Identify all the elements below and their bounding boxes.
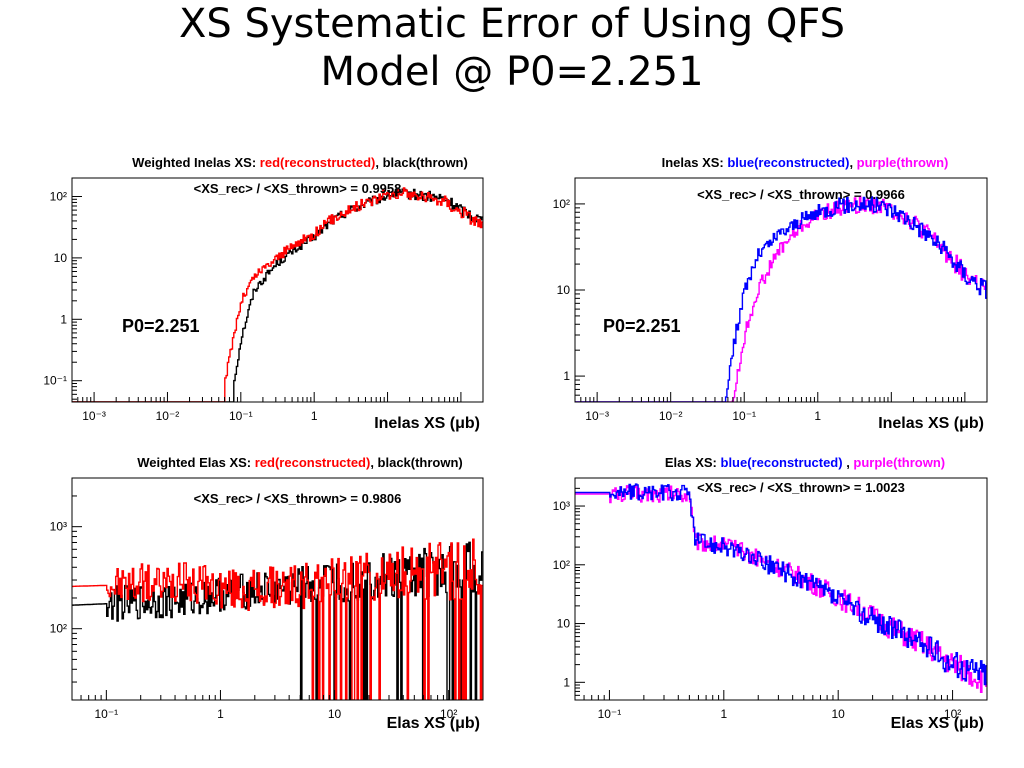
x-tick-label: 1: [814, 409, 821, 423]
x-tick-label: 10⁻²: [659, 409, 683, 423]
series-group: [575, 483, 987, 693]
y-tick-label: 10²: [50, 189, 67, 203]
chart-panel-3: Weighted Elas XS: red(reconstructed), bl…: [50, 455, 484, 732]
chart-panel-1: Weighted Inelas XS: red(reconstructed), …: [43, 155, 484, 432]
plot-frame: [574, 477, 988, 701]
series-line: [72, 188, 483, 402]
chart-title-part: Weighted Elas XS:: [137, 455, 255, 470]
slide-title-line-1: XS Systematic Error of Using QFS: [178, 1, 846, 47]
y-tick-label: 1: [563, 675, 570, 689]
series-line: [72, 187, 483, 402]
x-tick-label: 10⁻²: [156, 409, 180, 423]
x-axis-label: Elas XS (μb): [891, 715, 984, 732]
x-tick-label: 10⁻³: [585, 409, 609, 423]
x-tick-label: 10⁻³: [82, 409, 106, 423]
series-line: [575, 195, 987, 402]
chart-panel-2: Inelas XS: blue(reconstructed), purple(t…: [553, 155, 988, 432]
y-tick-label: 10: [557, 617, 571, 631]
chart-panel-4: Elas XS: blue(reconstructed) , purple(th…: [553, 455, 988, 732]
series-line: [575, 485, 987, 693]
x-tick-label: 10²: [440, 707, 457, 721]
series-group: [575, 195, 987, 402]
chart-title: Weighted Inelas XS: red(reconstructed), …: [132, 155, 468, 170]
series-line: [575, 196, 987, 402]
x-tick-label: 10: [328, 707, 342, 721]
x-axis-label: Inelas XS (μb): [878, 415, 984, 432]
x-tick-label: 10⁻¹: [732, 409, 756, 423]
chart-title-part: , black(thrown): [370, 455, 462, 470]
p0-annotation: P0=2.251: [122, 316, 200, 336]
chart-title: Inelas XS: blue(reconstructed), purple(t…: [662, 155, 949, 170]
p0-annotation: P0=2.251: [603, 316, 681, 336]
chart-title-part: Inelas XS:: [662, 155, 728, 170]
x-tick-label: 10⁻¹: [95, 707, 119, 721]
chart-title-part: red(reconstructed): [260, 155, 376, 170]
ratio-text: <XS_rec> / <XS_thrown> = 0.9966: [697, 187, 905, 202]
chart-title-part: Weighted Inelas XS:: [132, 155, 260, 170]
chart-title-part: ,: [849, 155, 856, 170]
y-tick-label: 10³: [50, 520, 67, 534]
chart-title-part: purple(thrown): [857, 155, 949, 170]
slide-title-line-2: Model @ P0=2.251: [320, 49, 704, 95]
y-tick-label: 10: [54, 251, 68, 265]
series-line: [575, 483, 987, 686]
chart-title-part: purple(thrown): [853, 455, 945, 470]
y-tick-label: 10²: [50, 622, 67, 636]
chart-title-part: Elas XS:: [665, 455, 721, 470]
plot-frame: [71, 177, 484, 403]
y-tick-label: 10⁻¹: [43, 374, 67, 388]
chart-title-part: , black(thrown): [375, 155, 467, 170]
y-tick-label: 10²: [553, 197, 570, 211]
y-tick-label: 1: [563, 369, 570, 383]
chart-title-part: blue(reconstructed): [727, 155, 849, 170]
plot-frame: [574, 177, 988, 403]
y-tick-label: 1: [60, 312, 67, 326]
chart-title-part: blue(reconstructed): [721, 455, 843, 470]
x-tick-label: 10⁻¹: [598, 707, 622, 721]
chart-title: Weighted Elas XS: red(reconstructed), bl…: [137, 455, 463, 470]
x-tick-label: 10⁻¹: [229, 409, 253, 423]
chart-title: Elas XS: blue(reconstructed) , purple(th…: [665, 455, 945, 470]
x-tick-label: 1: [720, 707, 727, 721]
x-tick-label: 1: [311, 409, 318, 423]
chart-title-part: ,: [843, 455, 854, 470]
plot-frame: [71, 477, 484, 701]
x-tick-label: 10²: [944, 707, 961, 721]
x-tick-label: 1: [217, 707, 224, 721]
x-axis-label: Elas XS (μb): [387, 715, 480, 732]
y-tick-label: 10: [557, 283, 571, 297]
series-line: [72, 538, 483, 700]
ratio-text: <XS_rec> / <XS_thrown> = 0.9958: [194, 181, 402, 196]
ratio-text: <XS_rec> / <XS_thrown> = 0.9806: [194, 491, 402, 506]
x-axis-label: Inelas XS (μb): [374, 415, 480, 432]
series-group: [72, 187, 483, 402]
ratio-text: <XS_rec> / <XS_thrown> = 1.0023: [697, 480, 905, 495]
x-tick-label: 10: [832, 707, 846, 721]
slide-title: XS Systematic Error of Using QFS Model @…: [0, 0, 1024, 96]
series-group: [72, 538, 483, 700]
y-tick-label: 10³: [553, 499, 570, 513]
series-line: [72, 541, 483, 700]
chart-title-part: red(reconstructed): [255, 455, 371, 470]
y-tick-label: 10²: [553, 558, 570, 572]
